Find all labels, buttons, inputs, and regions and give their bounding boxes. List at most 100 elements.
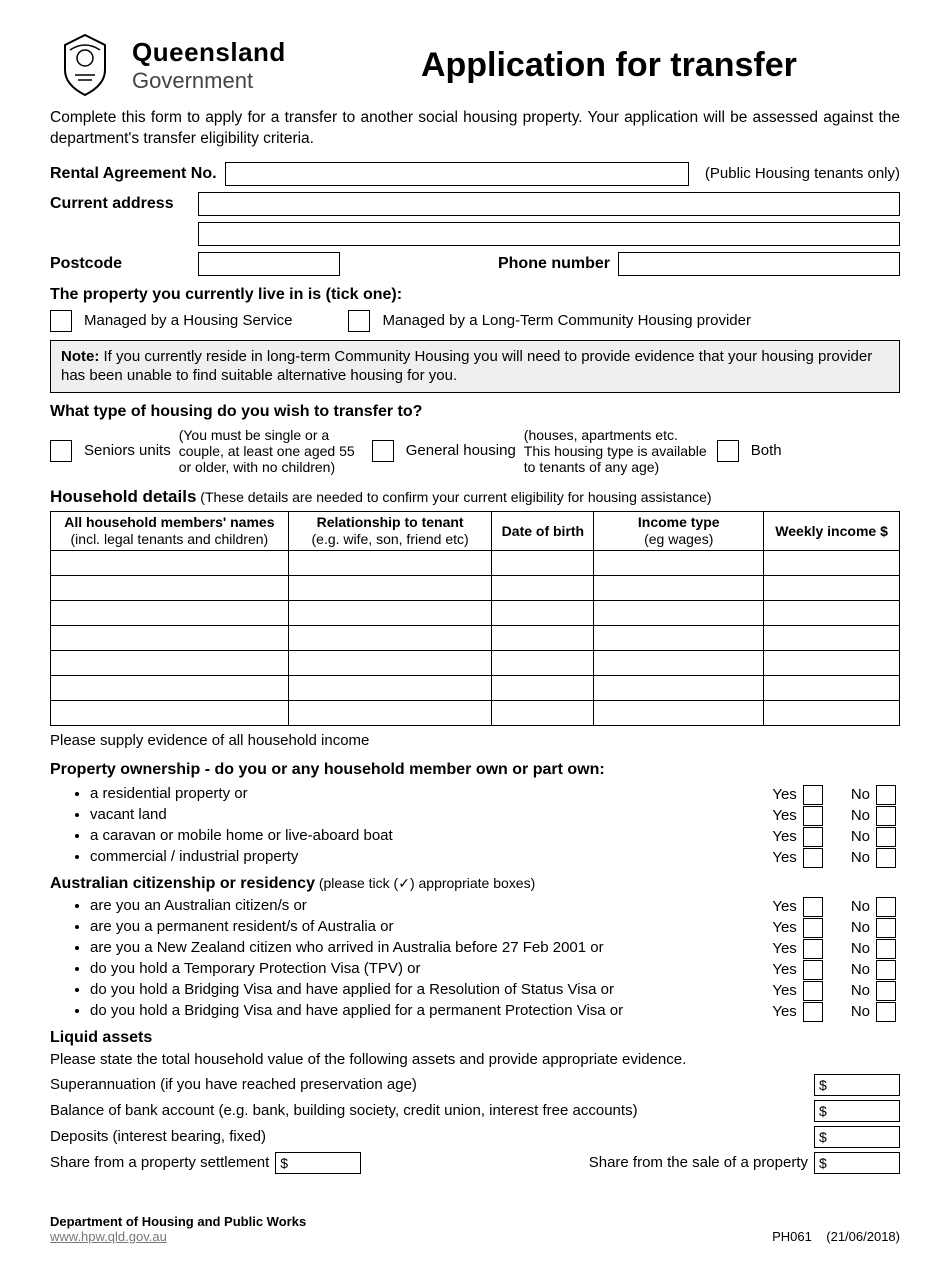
no-checkbox[interactable] <box>876 918 896 938</box>
table-cell[interactable] <box>764 700 900 725</box>
rental-agreement-input[interactable] <box>225 162 689 186</box>
yes-checkbox[interactable] <box>803 785 823 805</box>
table-cell[interactable] <box>764 600 900 625</box>
yes-label: Yes <box>772 919 796 936</box>
no-checkbox[interactable] <box>876 939 896 959</box>
form-header: Queensland Government Application for tr… <box>50 30 900 100</box>
col-weekly-income-main: Weekly income $ <box>775 523 888 539</box>
table-cell[interactable] <box>288 575 492 600</box>
list-item-label: a residential property or <box>90 785 248 802</box>
table-cell[interactable] <box>51 600 289 625</box>
yes-checkbox[interactable] <box>803 897 823 917</box>
footer-right: PH061 (21/06/2018) <box>772 1229 900 1244</box>
table-cell[interactable] <box>764 650 900 675</box>
table-cell[interactable] <box>764 550 900 575</box>
table-cell[interactable] <box>492 650 594 675</box>
table-cell[interactable] <box>764 575 900 600</box>
table-cell[interactable] <box>288 600 492 625</box>
dollar-sign: $ <box>819 1129 827 1145</box>
note-box: Note: If you currently reside in long-te… <box>50 340 900 393</box>
rental-note: (Public Housing tenants only) <box>705 165 900 182</box>
table-row <box>51 575 900 600</box>
yes-checkbox[interactable] <box>803 1002 823 1022</box>
general-housing-label: General housing <box>406 442 516 459</box>
address-input-2[interactable] <box>198 222 900 246</box>
table-cell[interactable] <box>51 675 289 700</box>
liquid-asset-input[interactable]: $ <box>814 1074 900 1096</box>
table-cell[interactable] <box>288 550 492 575</box>
no-checkbox[interactable] <box>876 848 896 868</box>
seniors-units-label: Seniors units <box>84 442 171 459</box>
rental-label: Rental Agreement No. <box>50 165 217 183</box>
table-cell[interactable] <box>288 625 492 650</box>
liquid-asset-label: Superannuation (if you have reached pres… <box>50 1076 808 1093</box>
share-settlement-input[interactable]: $ <box>275 1152 361 1174</box>
liquid-asset-input[interactable]: $ <box>814 1126 900 1148</box>
table-cell[interactable] <box>594 700 764 725</box>
col-relationship: Relationship to tenant(e.g. wife, son, f… <box>288 512 492 551</box>
liquid-asset-input[interactable]: $ <box>814 1100 900 1122</box>
col-names-sub: (incl. legal tenants and children) <box>71 531 269 547</box>
no-label: No <box>851 919 870 936</box>
no-checkbox[interactable] <box>876 960 896 980</box>
current-property-question: The property you currently live in is (t… <box>50 286 900 304</box>
address-input-1[interactable] <box>198 192 900 216</box>
share-sale-input[interactable]: $ <box>814 1152 900 1174</box>
household-title: Household details <box>50 487 196 506</box>
table-cell[interactable] <box>492 575 594 600</box>
table-cell[interactable] <box>764 625 900 650</box>
table-cell[interactable] <box>594 675 764 700</box>
table-cell[interactable] <box>492 625 594 650</box>
table-cell[interactable] <box>594 600 764 625</box>
table-cell[interactable] <box>288 675 492 700</box>
seniors-units-checkbox[interactable] <box>50 440 72 462</box>
table-cell[interactable] <box>288 650 492 675</box>
citizenship-list: are you an Australian citizen/s orYesNoa… <box>50 897 900 1019</box>
community-housing-checkbox[interactable] <box>348 310 370 332</box>
table-cell[interactable] <box>594 550 764 575</box>
list-item: commercial / industrial propertyYesNo <box>90 848 900 865</box>
yes-label: Yes <box>772 898 796 915</box>
liquid-asset-label: Balance of bank account (e.g. bank, buil… <box>50 1102 808 1119</box>
col-dob-main: Date of birth <box>502 523 584 539</box>
yes-checkbox[interactable] <box>803 848 823 868</box>
liquid-asset-row: Deposits (interest bearing, fixed)$ <box>50 1126 900 1148</box>
col-income-type-sub: (eg wages) <box>644 531 713 547</box>
table-cell[interactable] <box>492 675 594 700</box>
citizenship-heading: Australian citizenship or residency (ple… <box>50 875 900 893</box>
yes-checkbox[interactable] <box>803 939 823 959</box>
both-checkbox[interactable] <box>717 440 739 462</box>
yes-label: Yes <box>772 961 796 978</box>
yes-checkbox[interactable] <box>803 806 823 826</box>
table-cell[interactable] <box>492 700 594 725</box>
table-cell[interactable] <box>594 575 764 600</box>
table-cell[interactable] <box>51 575 289 600</box>
table-cell[interactable] <box>492 600 594 625</box>
no-checkbox[interactable] <box>876 827 896 847</box>
table-cell[interactable] <box>764 675 900 700</box>
table-cell[interactable] <box>51 650 289 675</box>
table-cell[interactable] <box>594 650 764 675</box>
list-item: a residential property orYesNo <box>90 785 900 802</box>
table-cell[interactable] <box>51 700 289 725</box>
housing-service-checkbox[interactable] <box>50 310 72 332</box>
table-cell[interactable] <box>51 550 289 575</box>
yes-checkbox[interactable] <box>803 960 823 980</box>
table-row <box>51 675 900 700</box>
general-housing-checkbox[interactable] <box>372 440 394 462</box>
table-cell[interactable] <box>288 700 492 725</box>
yes-checkbox[interactable] <box>803 981 823 1001</box>
no-checkbox[interactable] <box>876 785 896 805</box>
table-cell[interactable] <box>492 550 594 575</box>
col-names: All household members' names(incl. legal… <box>51 512 289 551</box>
yes-checkbox[interactable] <box>803 918 823 938</box>
table-cell[interactable] <box>594 625 764 650</box>
phone-input[interactable] <box>618 252 900 276</box>
table-cell[interactable] <box>51 625 289 650</box>
no-checkbox[interactable] <box>876 806 896 826</box>
no-checkbox[interactable] <box>876 897 896 917</box>
postcode-input[interactable] <box>198 252 340 276</box>
yes-checkbox[interactable] <box>803 827 823 847</box>
no-checkbox[interactable] <box>876 981 896 1001</box>
no-checkbox[interactable] <box>876 1002 896 1022</box>
